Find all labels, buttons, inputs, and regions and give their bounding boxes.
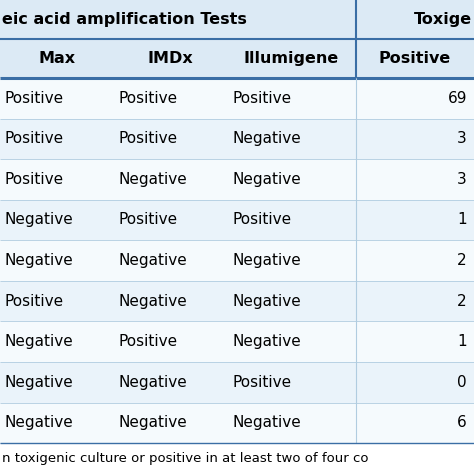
Text: Illumigene: Illumigene bbox=[244, 51, 339, 66]
Text: Negative: Negative bbox=[232, 253, 301, 268]
Text: Positive: Positive bbox=[379, 51, 451, 66]
Bar bbox=[0, 39, 474, 78]
Text: Positive: Positive bbox=[118, 212, 178, 228]
Text: Negative: Negative bbox=[118, 375, 187, 390]
Text: 69: 69 bbox=[447, 91, 467, 106]
Text: 1: 1 bbox=[457, 334, 467, 349]
Text: Negative: Negative bbox=[118, 172, 187, 187]
Text: Negative: Negative bbox=[5, 253, 73, 268]
Text: 1: 1 bbox=[457, 212, 467, 228]
Bar bbox=[0, 402, 474, 443]
Text: 0: 0 bbox=[457, 375, 467, 390]
Text: n toxigenic culture or positive in at least two of four co: n toxigenic culture or positive in at le… bbox=[2, 452, 369, 465]
Text: Negative: Negative bbox=[5, 415, 73, 430]
Text: 3: 3 bbox=[457, 172, 467, 187]
Text: Positive: Positive bbox=[5, 131, 64, 146]
Text: 2: 2 bbox=[457, 293, 467, 309]
Text: Negative: Negative bbox=[118, 253, 187, 268]
Text: Negative: Negative bbox=[232, 172, 301, 187]
Bar bbox=[0, 443, 474, 474]
Text: IMDx: IMDx bbox=[148, 51, 193, 66]
Text: 3: 3 bbox=[457, 131, 467, 146]
Text: Negative: Negative bbox=[232, 334, 301, 349]
Text: Positive: Positive bbox=[5, 293, 64, 309]
Text: Negative: Negative bbox=[232, 131, 301, 146]
Bar bbox=[0, 200, 474, 240]
Bar bbox=[0, 78, 474, 118]
Text: Negative: Negative bbox=[232, 415, 301, 430]
Bar bbox=[0, 321, 474, 362]
Bar bbox=[0, 362, 474, 402]
Text: 6: 6 bbox=[457, 415, 467, 430]
Text: Negative: Negative bbox=[5, 375, 73, 390]
Text: Positive: Positive bbox=[232, 375, 292, 390]
Text: Positive: Positive bbox=[232, 212, 292, 228]
Text: Positive: Positive bbox=[5, 91, 64, 106]
Bar bbox=[0, 281, 474, 321]
Text: Positive: Positive bbox=[118, 334, 178, 349]
Text: Positive: Positive bbox=[118, 91, 178, 106]
Bar bbox=[0, 240, 474, 281]
Text: Negative: Negative bbox=[118, 415, 187, 430]
Bar bbox=[0, 159, 474, 200]
Text: Toxige: Toxige bbox=[413, 12, 472, 27]
Text: eic acid amplification Tests: eic acid amplification Tests bbox=[2, 12, 247, 27]
Text: Negative: Negative bbox=[5, 334, 73, 349]
Text: Max: Max bbox=[38, 51, 75, 66]
Text: Negative: Negative bbox=[232, 293, 301, 309]
Text: Negative: Negative bbox=[118, 293, 187, 309]
Bar bbox=[0, 0, 474, 39]
Text: Positive: Positive bbox=[232, 91, 292, 106]
Text: Negative: Negative bbox=[5, 212, 73, 228]
Text: Positive: Positive bbox=[118, 131, 178, 146]
Text: Positive: Positive bbox=[5, 172, 64, 187]
Text: 2: 2 bbox=[457, 253, 467, 268]
Bar bbox=[0, 118, 474, 159]
